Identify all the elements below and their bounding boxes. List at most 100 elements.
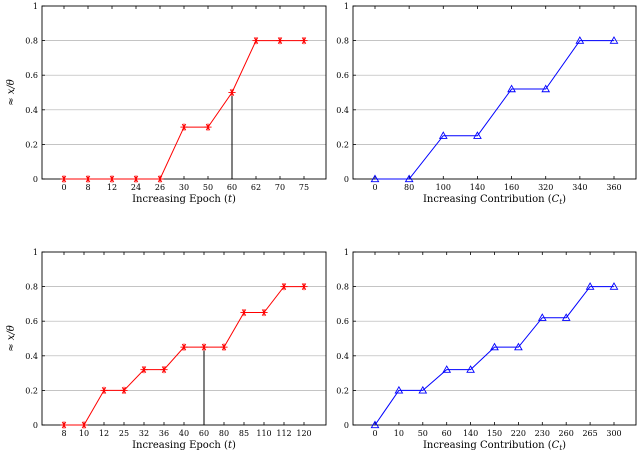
data-point (370, 174, 380, 183)
y-tick-label: 0.2 (25, 140, 38, 149)
x-tick-label: 60 (442, 429, 452, 438)
data-point (418, 385, 428, 394)
x-tick-label: 140 (470, 183, 485, 192)
plot-frame (352, 5, 637, 180)
data-point (240, 308, 248, 317)
y-tick-label: 0.6 (336, 317, 349, 326)
data-point (60, 175, 68, 183)
y-tick-label: 1 (344, 2, 349, 11)
data-point (537, 313, 547, 321)
y-tick-label: 0.8 (25, 37, 38, 46)
x-tick-label: 12 (107, 183, 117, 192)
x-tick-label: 80 (219, 429, 229, 438)
data-point (514, 342, 523, 351)
series-line (374, 286, 614, 426)
data-point (490, 342, 499, 351)
x-axis-label: Increasing Epoch (t) (132, 194, 236, 205)
plot-frame (41, 5, 327, 180)
data-point (252, 37, 260, 45)
y-tick-label: 0.6 (25, 317, 38, 326)
x-tick-label: 60 (227, 183, 237, 192)
x-tick-label: 265 (582, 429, 597, 438)
chart-1: 0 0.2 0.4 0.6 0.8 1 0 8 12 24 26 30 50 60 62 70 75 Increa… (6, 2, 327, 205)
data-point (394, 385, 404, 394)
data-point (260, 308, 268, 317)
y-tick-label: 0.6 (25, 71, 38, 80)
y-tick-label: 1 (344, 248, 349, 257)
x-tick-label: 50 (418, 429, 428, 438)
x-tick-label: 0 (372, 183, 377, 192)
x-tick-label: 0 (372, 429, 377, 438)
chart-2: 0 0.2 0.4 0.6 0.8 1 0 80 100 140 160 320 340 360 Incre… (336, 2, 637, 206)
data-point (466, 365, 475, 373)
x-tick-label: 50 (203, 183, 213, 192)
x-tick-label: 70 (275, 183, 285, 192)
x-tick-label: 160 (504, 183, 519, 192)
data-point (575, 36, 585, 44)
x-tick-label: 75 (299, 183, 309, 192)
y-tick-label: 0.4 (25, 106, 38, 115)
data-point (156, 175, 164, 183)
x-tick-label: 30 (179, 183, 189, 192)
x-tick-label: 85 (239, 429, 249, 438)
data-point (108, 175, 116, 183)
x-tick-label: 360 (606, 183, 621, 192)
x-tick-label: 32 (139, 429, 149, 438)
chart-4: 00.20.40.60.810 10 50 60 140 150 220 230 260 265 3… (336, 248, 637, 452)
x-axis-label: Increasing Epoch (t) (132, 440, 236, 451)
y-tick-label: 0.8 (336, 283, 349, 292)
data-point (300, 37, 308, 45)
data-point (228, 88, 236, 97)
y-tick-label: 0.2 (336, 386, 349, 395)
y-tick-label: 0 (344, 421, 349, 430)
data-point (100, 386, 108, 394)
data-point (140, 366, 148, 374)
y-axis-label: ≈ x/θ (6, 325, 17, 352)
x-tick-label: 10 (394, 429, 404, 438)
data-point (585, 282, 595, 290)
x-tick-label: 110 (256, 429, 271, 438)
x-tick-label: 25 (119, 429, 129, 438)
data-point (60, 421, 68, 429)
data-point (473, 131, 482, 139)
data-point (204, 123, 212, 131)
x-tick-label: 80 (404, 183, 414, 192)
plot-frame (41, 251, 327, 426)
y-tick-label: 0 (33, 421, 38, 430)
data-point (507, 84, 516, 93)
data-point (160, 366, 168, 374)
y-axis-label: ≈ x/θ (6, 79, 17, 106)
x-tick-label: 62 (251, 183, 261, 192)
data-point (442, 365, 452, 373)
data-point (541, 84, 551, 93)
x-tick-label: 112 (276, 429, 291, 438)
x-tick-label: 26 (155, 183, 165, 192)
x-tick-label: 230 (535, 429, 550, 438)
data-point (220, 343, 228, 351)
x-tick-label: 220 (511, 429, 526, 438)
plot-frame (352, 251, 637, 426)
x-tick-label: 140 (463, 429, 478, 438)
x-tick-label: 12 (99, 429, 109, 438)
x-tick-label: 10 (79, 429, 89, 438)
data-point (80, 421, 88, 429)
x-tick-label: 260 (559, 429, 574, 438)
x-tick-label: 300 (606, 429, 621, 438)
y-tick-label: 0.6 (336, 71, 349, 80)
y-tick-label: 0 (33, 175, 38, 184)
data-point (609, 282, 619, 290)
data-point (404, 174, 414, 183)
y-tick-label: 0.4 (25, 352, 38, 361)
data-point (300, 283, 308, 291)
x-tick-label: 100 (436, 183, 451, 192)
y-tick-label: 0.2 (25, 386, 38, 395)
data-point (609, 36, 619, 44)
x-tick-label: 60 (199, 429, 209, 438)
y-tick-label: 0.2 (336, 140, 349, 149)
data-point (370, 420, 380, 429)
x-tick-label: 340 (572, 183, 587, 192)
data-point (438, 131, 448, 139)
data-point (132, 175, 140, 183)
data-point (180, 123, 188, 131)
